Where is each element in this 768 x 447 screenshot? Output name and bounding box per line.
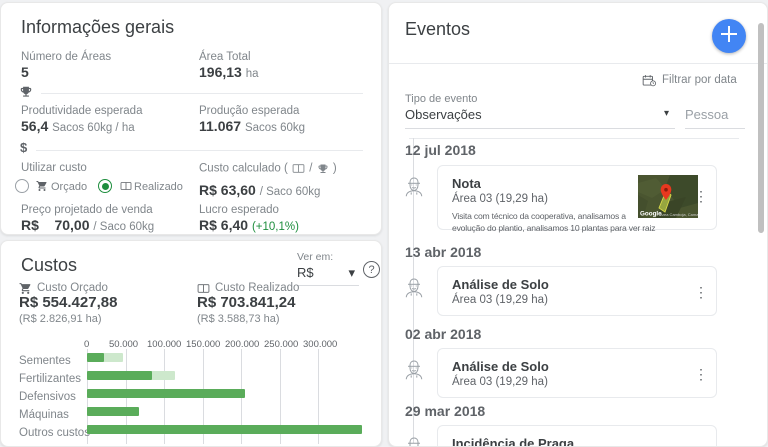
svg-text:Área Camboja, Camarena: Área Camboja, Camarena — [660, 212, 698, 217]
svg-text:Google: Google — [640, 211, 662, 218]
